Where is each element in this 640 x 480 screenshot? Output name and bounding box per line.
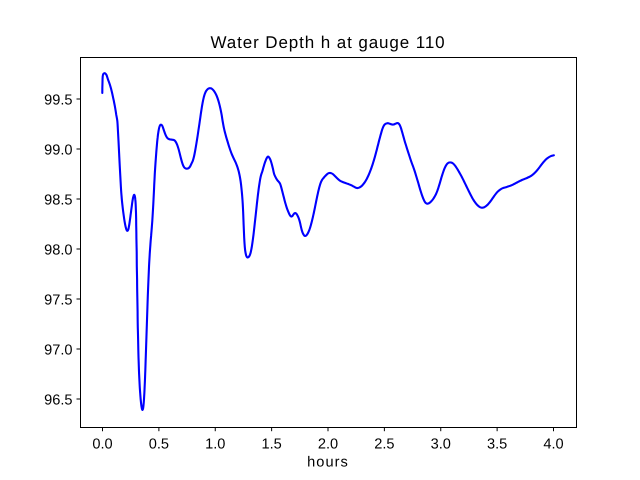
svg-text:99.0: 99.0 — [44, 142, 72, 158]
svg-text:98.0: 98.0 — [44, 242, 72, 258]
svg-text:4.0: 4.0 — [543, 436, 563, 452]
svg-text:1.0: 1.0 — [205, 436, 225, 452]
svg-text:0.5: 0.5 — [149, 436, 169, 452]
svg-text:99.5: 99.5 — [44, 92, 72, 108]
svg-text:2.5: 2.5 — [374, 436, 394, 452]
svg-text:3.0: 3.0 — [431, 436, 451, 452]
svg-text:Water Depth h at gauge 110: Water Depth h at gauge 110 — [210, 33, 445, 52]
svg-text:0.0: 0.0 — [92, 436, 112, 452]
svg-text:97.0: 97.0 — [44, 342, 72, 358]
svg-text:2.0: 2.0 — [318, 436, 338, 452]
svg-text:98.5: 98.5 — [44, 192, 72, 208]
svg-text:hours: hours — [307, 455, 349, 471]
svg-text:97.5: 97.5 — [44, 292, 72, 308]
svg-text:3.5: 3.5 — [487, 436, 507, 452]
svg-text:96.5: 96.5 — [44, 392, 72, 408]
svg-text:1.5: 1.5 — [261, 436, 281, 452]
